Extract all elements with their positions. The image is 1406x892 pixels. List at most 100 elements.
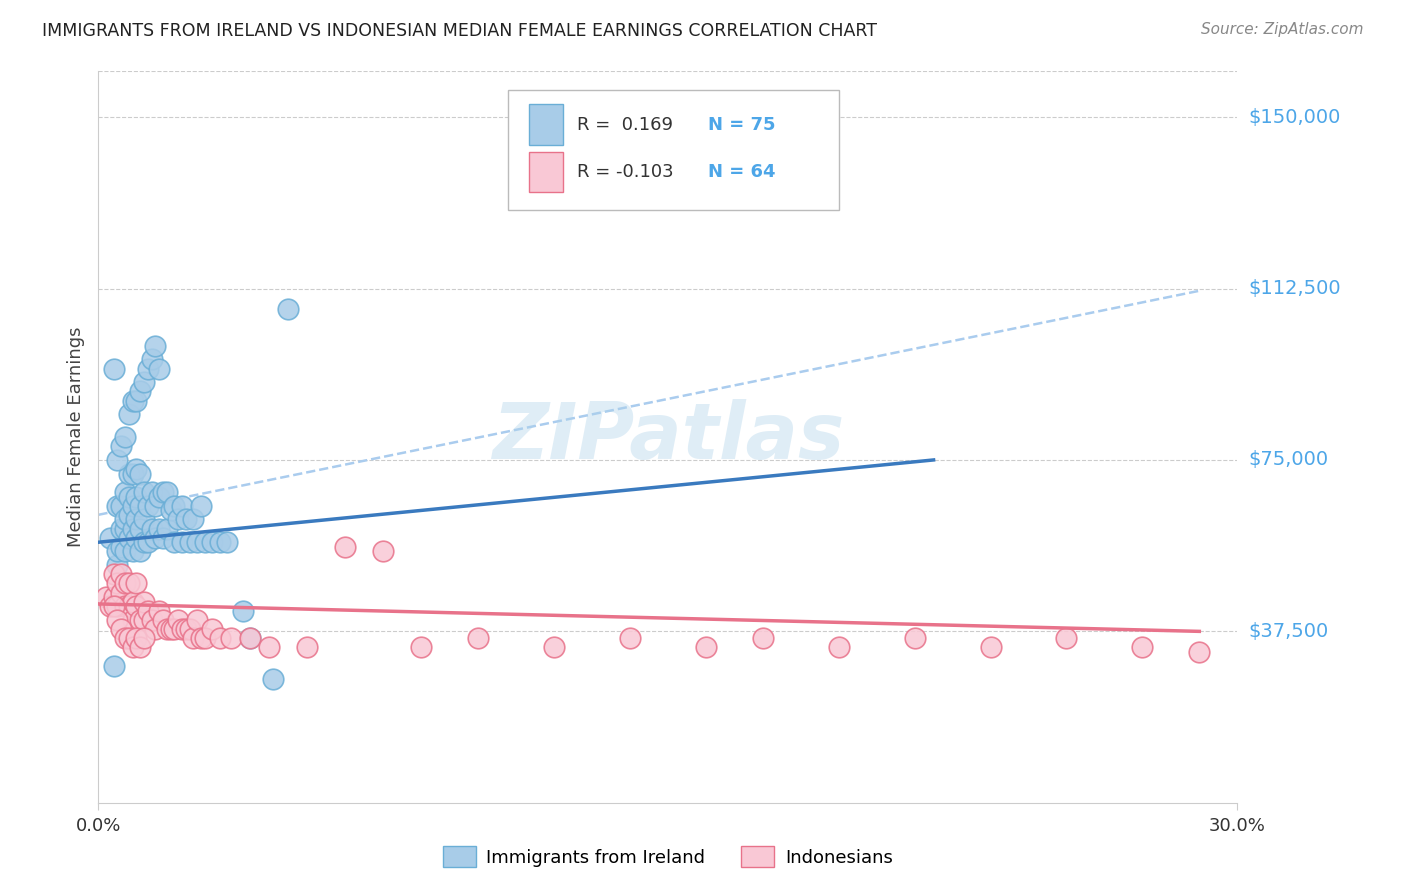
Point xyxy=(619,632,641,646)
Point xyxy=(156,484,179,499)
Point xyxy=(110,439,132,453)
Point xyxy=(103,658,125,673)
Text: N = 75: N = 75 xyxy=(707,116,775,134)
Text: R = -0.103: R = -0.103 xyxy=(576,163,673,181)
Point xyxy=(159,503,181,517)
Point xyxy=(125,599,148,614)
Point xyxy=(335,540,357,554)
Point xyxy=(232,604,254,618)
Point xyxy=(125,531,148,545)
Point xyxy=(1056,632,1078,646)
Point xyxy=(121,640,143,655)
Point xyxy=(467,632,489,646)
Point xyxy=(103,599,125,614)
Point xyxy=(118,508,141,522)
Point xyxy=(1188,645,1211,659)
Point xyxy=(132,512,155,526)
Point xyxy=(132,375,155,389)
Point xyxy=(118,632,141,646)
Point xyxy=(163,622,186,636)
Point xyxy=(136,361,159,376)
Point xyxy=(107,599,129,614)
Point xyxy=(148,361,170,376)
Point xyxy=(190,499,212,513)
Point xyxy=(103,567,125,582)
Point xyxy=(129,544,152,558)
Point xyxy=(163,499,186,513)
Text: $112,500: $112,500 xyxy=(1249,279,1341,298)
Point xyxy=(170,499,193,513)
Point xyxy=(110,567,132,582)
Point xyxy=(125,393,148,408)
Text: IMMIGRANTS FROM IRELAND VS INDONESIAN MEDIAN FEMALE EARNINGS CORRELATION CHART: IMMIGRANTS FROM IRELAND VS INDONESIAN ME… xyxy=(42,22,877,40)
Point xyxy=(114,521,136,535)
Point xyxy=(277,301,299,317)
Text: Source: ZipAtlas.com: Source: ZipAtlas.com xyxy=(1201,22,1364,37)
Text: N = 64: N = 64 xyxy=(707,163,775,181)
Point xyxy=(125,632,148,646)
Text: $37,500: $37,500 xyxy=(1249,622,1329,640)
Point xyxy=(118,490,141,504)
Point xyxy=(125,462,148,476)
Point xyxy=(159,622,181,636)
Point xyxy=(98,531,121,545)
Point xyxy=(129,613,152,627)
Point xyxy=(136,499,159,513)
Point xyxy=(170,535,193,549)
Point xyxy=(118,407,141,421)
Point xyxy=(129,384,152,399)
Point xyxy=(194,632,217,646)
Point xyxy=(979,640,1001,655)
Point xyxy=(904,632,927,646)
Text: $150,000: $150,000 xyxy=(1249,108,1341,127)
Point xyxy=(136,535,159,549)
Point xyxy=(262,673,284,687)
Point xyxy=(132,632,155,646)
Point xyxy=(121,544,143,558)
Point xyxy=(145,338,167,352)
Point xyxy=(190,632,212,646)
Point xyxy=(179,622,201,636)
Point xyxy=(98,599,121,614)
Point xyxy=(145,499,167,513)
Point xyxy=(183,512,205,526)
Point xyxy=(297,640,319,655)
Point xyxy=(828,640,851,655)
Point xyxy=(107,453,129,467)
Point xyxy=(121,467,143,481)
Point xyxy=(371,544,394,558)
Point xyxy=(201,535,224,549)
Point xyxy=(148,521,170,535)
Point xyxy=(107,499,129,513)
Point xyxy=(107,576,129,591)
Point xyxy=(125,512,148,526)
Point xyxy=(132,594,155,608)
Point xyxy=(201,622,224,636)
Point xyxy=(103,361,125,376)
Point xyxy=(167,512,190,526)
Point xyxy=(121,521,143,535)
Point xyxy=(129,521,152,535)
Point xyxy=(170,622,193,636)
Point xyxy=(174,622,197,636)
Point xyxy=(239,632,262,646)
Point xyxy=(141,613,163,627)
Point xyxy=(752,632,775,646)
Point xyxy=(141,484,163,499)
Point xyxy=(152,531,174,545)
Y-axis label: Median Female Earnings: Median Female Earnings xyxy=(66,326,84,548)
Point xyxy=(167,613,190,627)
Point xyxy=(141,352,163,367)
Text: ZIPatlas: ZIPatlas xyxy=(492,399,844,475)
Point xyxy=(208,535,231,549)
Point xyxy=(110,499,132,513)
Point xyxy=(148,604,170,618)
Point xyxy=(186,535,208,549)
Point xyxy=(543,640,565,655)
Point xyxy=(695,640,717,655)
Point xyxy=(148,490,170,504)
Point xyxy=(118,599,141,614)
Point xyxy=(125,576,148,591)
Point xyxy=(141,521,163,535)
Point xyxy=(94,590,117,604)
